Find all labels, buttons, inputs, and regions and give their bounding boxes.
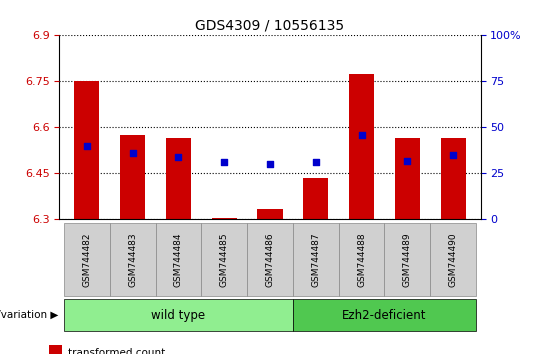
Bar [120,135,145,219]
FancyBboxPatch shape [64,299,293,331]
Text: Ezh2-deficient: Ezh2-deficient [342,309,427,321]
Title: GDS4309 / 10556135: GDS4309 / 10556135 [195,19,345,33]
Bar [212,218,237,219]
Bar [441,138,465,219]
FancyBboxPatch shape [339,223,384,296]
Text: GSM744488: GSM744488 [357,232,366,287]
Bar [303,178,328,219]
Point [449,152,457,158]
FancyBboxPatch shape [430,223,476,296]
Text: GSM744482: GSM744482 [83,232,91,286]
Point [83,143,91,149]
Bar [75,81,99,219]
Text: wild type: wild type [151,309,206,321]
Point [266,161,274,167]
Bar [166,138,191,219]
Bar [395,138,420,219]
FancyBboxPatch shape [293,223,339,296]
Point [129,150,137,156]
Point [174,154,183,160]
Bar [258,209,282,219]
FancyBboxPatch shape [247,223,293,296]
FancyBboxPatch shape [384,223,430,296]
Point [403,158,411,164]
Text: GSM744489: GSM744489 [403,232,412,287]
Text: transformed count: transformed count [68,348,165,354]
Point [357,132,366,138]
Text: GSM744484: GSM744484 [174,232,183,286]
FancyBboxPatch shape [293,299,476,331]
FancyBboxPatch shape [64,223,110,296]
Text: GSM744490: GSM744490 [449,232,457,287]
Bar [349,74,374,219]
FancyBboxPatch shape [156,223,201,296]
Point [220,160,228,165]
Text: GSM744487: GSM744487 [311,232,320,287]
FancyBboxPatch shape [110,223,156,296]
Bar [49,345,62,354]
Text: GSM744486: GSM744486 [266,232,274,287]
Text: genotype/variation ▶: genotype/variation ▶ [0,310,58,320]
Text: GSM744483: GSM744483 [128,232,137,287]
Text: GSM744485: GSM744485 [220,232,229,287]
Point [312,160,320,165]
FancyBboxPatch shape [201,223,247,296]
